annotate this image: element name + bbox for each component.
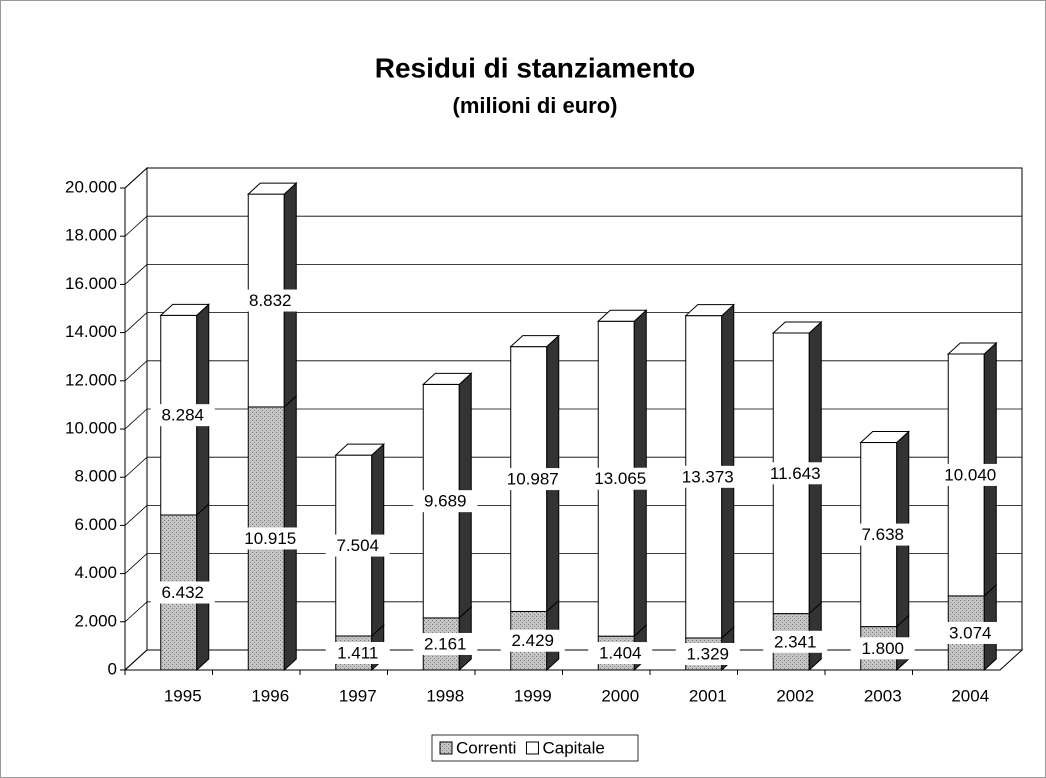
label-box — [763, 462, 828, 485]
x-tick-label: 2001 — [689, 686, 727, 705]
y-tick-label: 18.000 — [65, 226, 117, 245]
label-box — [588, 642, 653, 665]
legend-swatch — [439, 741, 453, 755]
y-tick-label: 2.000 — [74, 611, 117, 630]
y-tick-label: 20.000 — [65, 177, 117, 196]
grid-line — [124, 408, 148, 430]
y-tick-label: 16.000 — [65, 274, 117, 293]
label-box — [938, 621, 1003, 644]
label-box — [238, 527, 303, 550]
label-box — [238, 289, 303, 312]
grid-line — [124, 264, 148, 285]
grid-line — [124, 601, 148, 623]
y-tick-label: 6.000 — [74, 515, 117, 534]
bar-top — [421, 372, 473, 385]
label-box — [325, 641, 390, 664]
value-label: 11.643 — [770, 464, 821, 483]
grid-line — [124, 215, 148, 237]
grid-line — [124, 312, 148, 333]
value-label: 10.987 — [507, 470, 559, 489]
x-tick-label: 2003 — [864, 686, 902, 705]
y-tick-label: 4.000 — [74, 563, 117, 582]
label-box — [850, 523, 915, 546]
x-tick-label: 2004 — [951, 686, 989, 705]
value-label: 10.915 — [244, 529, 296, 548]
value-label: 10.040 — [944, 465, 996, 484]
value-label: 2.429 — [511, 631, 554, 650]
value-label: 13.373 — [682, 467, 734, 486]
y-tick-label: 12.000 — [65, 370, 117, 389]
grid-line — [124, 360, 148, 382]
label-box — [500, 468, 565, 491]
value-label: 2.341 — [774, 632, 817, 651]
value-label: 1.329 — [686, 644, 729, 663]
value-label: 7.504 — [336, 536, 379, 555]
x-tick-label: 1996 — [251, 686, 289, 705]
value-label: 1.800 — [861, 639, 904, 658]
legend-label: Capitale — [542, 738, 604, 757]
grid-line — [124, 553, 148, 574]
value-label: 6.432 — [161, 583, 204, 602]
y-tick-label: 10.000 — [65, 418, 117, 437]
chart-title: Residui di stanziamento — [375, 52, 696, 83]
bar-top — [684, 304, 736, 317]
legend-swatch — [525, 741, 539, 755]
label-box — [325, 534, 390, 557]
grid-line — [124, 505, 148, 526]
label-box — [675, 465, 740, 488]
chart-subtitle: (milioni di euro) — [453, 93, 618, 118]
x-tick-label: 1995 — [164, 686, 202, 705]
bar-top — [246, 182, 298, 195]
label-box — [588, 467, 653, 490]
legend-label: Correnti — [456, 738, 516, 757]
bar-top — [334, 443, 386, 456]
bar-top — [771, 321, 823, 334]
label-box — [675, 642, 740, 665]
label-box — [150, 404, 215, 427]
label-box — [413, 490, 478, 513]
bar-top — [509, 335, 561, 348]
grid-line — [124, 456, 148, 478]
grid-line — [124, 649, 148, 671]
bar-top — [859, 431, 911, 444]
bar-top — [946, 342, 998, 355]
value-label: 8.284 — [161, 406, 204, 425]
value-label: 1.404 — [599, 644, 642, 663]
value-label: 13.065 — [594, 469, 646, 488]
label-box — [763, 630, 828, 653]
y-tick-label: 14.000 — [65, 322, 117, 341]
label-box — [150, 581, 215, 604]
value-label: 2.161 — [424, 634, 467, 653]
label-box — [938, 463, 1003, 486]
grid-line — [124, 167, 148, 189]
value-label: 3.074 — [949, 623, 992, 642]
value-label: 9.689 — [424, 492, 467, 511]
label-box — [500, 629, 565, 652]
x-tick-label: 1998 — [426, 686, 464, 705]
x-tick-label: 1997 — [339, 686, 377, 705]
bar-top — [159, 303, 211, 316]
x-tick-label: 2002 — [776, 686, 814, 705]
x-tick-label: 2000 — [601, 686, 639, 705]
label-box — [413, 632, 478, 655]
value-label: 8.832 — [249, 291, 292, 310]
y-tick-label: 8.000 — [74, 467, 117, 486]
x-tick-label: 1999 — [514, 686, 552, 705]
value-label: 1.411 — [337, 643, 378, 662]
label-box — [850, 637, 915, 660]
value-label: 7.638 — [861, 525, 904, 544]
bar-top — [596, 309, 648, 322]
y-tick-label: 0 — [108, 659, 117, 678]
